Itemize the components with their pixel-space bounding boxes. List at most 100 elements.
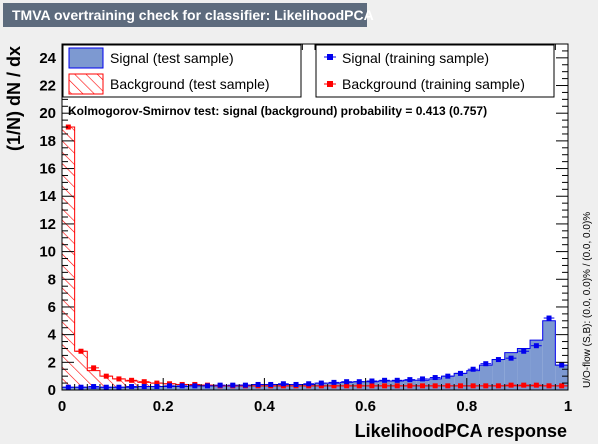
signal-train-point-marker — [255, 381, 261, 387]
y-tick-label: 2 — [48, 354, 56, 371]
x-tick-label: 1 — [564, 398, 572, 415]
signal-train-point — [240, 382, 251, 388]
signal-train-point — [480, 361, 492, 367]
signal-train-point-marker — [508, 355, 514, 361]
background-train-point-marker — [344, 383, 350, 389]
legend-signal-test: Signal (test sample) — [110, 50, 234, 66]
background-train-point-marker — [141, 379, 147, 385]
signal-train-point — [202, 383, 213, 389]
signal-train-point-marker — [369, 378, 375, 384]
signal-train-point — [455, 370, 466, 376]
signal-train-point — [442, 373, 454, 379]
legend-signal-train: Signal (training sample) — [342, 50, 489, 66]
signal-train-point — [404, 377, 416, 383]
background-train-point — [531, 382, 542, 388]
signal-train-point-marker — [432, 375, 438, 381]
signal-train-point — [429, 375, 441, 381]
signal-train-point-marker — [230, 382, 236, 388]
signal-train-point-marker — [78, 384, 84, 390]
signal-train-point-marker — [204, 383, 210, 389]
background-train-point-marker — [65, 124, 71, 130]
signal-train-point-marker — [483, 361, 489, 367]
signal-train-point — [138, 384, 150, 390]
signal-train-point — [531, 343, 542, 349]
background-train-point-marker — [483, 383, 489, 389]
legend-background-test: Background (test sample) — [110, 76, 270, 92]
background-test-bar — [112, 378, 126, 390]
background-train-point-marker — [394, 383, 400, 389]
legend-marker-signal-train — [324, 54, 336, 60]
y-axis-label: (1/N) dN / dx — [4, 46, 24, 151]
background-train-point-marker — [546, 383, 552, 389]
signal-train-point — [353, 379, 365, 385]
signal-train-point-marker — [394, 377, 400, 383]
y-tick-label: 6 — [48, 299, 56, 316]
signal-train-point — [328, 379, 340, 385]
signal-train-point — [493, 357, 504, 363]
background-train-point-marker — [103, 373, 109, 379]
background-train-point-marker — [407, 383, 413, 389]
signal-train-point-marker — [192, 383, 198, 389]
background-train-point-marker — [91, 365, 97, 371]
signal-train-point-marker — [495, 357, 501, 363]
background-test-bar — [99, 376, 113, 390]
background-train-point — [417, 383, 428, 389]
signal-train-point — [518, 348, 530, 354]
signal-train-point — [100, 384, 112, 390]
signal-test-bar — [542, 320, 556, 390]
signal-train-point-marker — [103, 384, 109, 390]
background-train-point — [543, 383, 555, 389]
signal-train-point-marker — [546, 315, 552, 321]
background-train-point — [442, 383, 454, 389]
background-train-point-marker — [318, 383, 324, 389]
signal-train-point — [366, 378, 378, 384]
background-train-point — [455, 383, 466, 389]
y-tick-label: 18 — [39, 133, 56, 150]
y-tick-label: 0 — [48, 382, 56, 399]
background-train-point — [366, 383, 378, 389]
legend-swatch-signal-test — [68, 47, 104, 69]
background-train-point-marker — [559, 383, 565, 389]
background-train-point — [480, 383, 492, 389]
signal-train-point-marker — [242, 382, 248, 388]
background-train-point-marker — [154, 380, 160, 386]
background-train-point-marker — [116, 376, 122, 382]
signal-train-point-marker — [344, 379, 350, 385]
background-train-point-marker — [369, 383, 375, 389]
background-train-point — [126, 377, 137, 383]
background-train-point-marker — [331, 383, 337, 389]
signal-train-point-marker — [268, 381, 274, 387]
signal-train-point — [417, 376, 428, 382]
signal-train-point-marker — [217, 382, 223, 388]
background-train-point — [404, 383, 416, 389]
signal-train-point — [252, 381, 264, 387]
background-train-point-marker — [129, 377, 135, 383]
background-train-point — [505, 382, 517, 388]
signal-train-point — [278, 381, 289, 387]
background-train-point — [518, 382, 530, 388]
ks-test-text: Kolmogorov-Smirnov test: signal (backgro… — [68, 104, 487, 118]
background-test-bar — [74, 351, 88, 390]
y-tick-label: 14 — [39, 188, 56, 205]
background-train-point-marker — [508, 382, 514, 388]
signal-test-bar — [492, 359, 505, 390]
signal-train-point — [151, 384, 163, 390]
signal-train-point — [543, 315, 555, 321]
background-train-point-marker — [420, 383, 426, 389]
background-train-point — [100, 373, 112, 379]
signal-train-point-marker — [280, 381, 286, 387]
signal-train-point — [214, 382, 226, 388]
signal-test-bar — [530, 340, 543, 390]
signal-train-point — [126, 384, 137, 390]
signal-train-point — [467, 366, 479, 372]
legend: Signal (test sample) Background (test sa… — [62, 44, 555, 98]
signal-train-point-marker — [445, 373, 451, 379]
signal-test-bar — [441, 376, 455, 390]
background-train-point — [316, 383, 327, 389]
background-train-point — [113, 376, 125, 382]
y-tick-label: 8 — [48, 271, 56, 288]
plot-frame-bg — [62, 44, 568, 390]
signal-train-point-marker — [179, 383, 185, 389]
signal-test-bar — [479, 365, 493, 390]
